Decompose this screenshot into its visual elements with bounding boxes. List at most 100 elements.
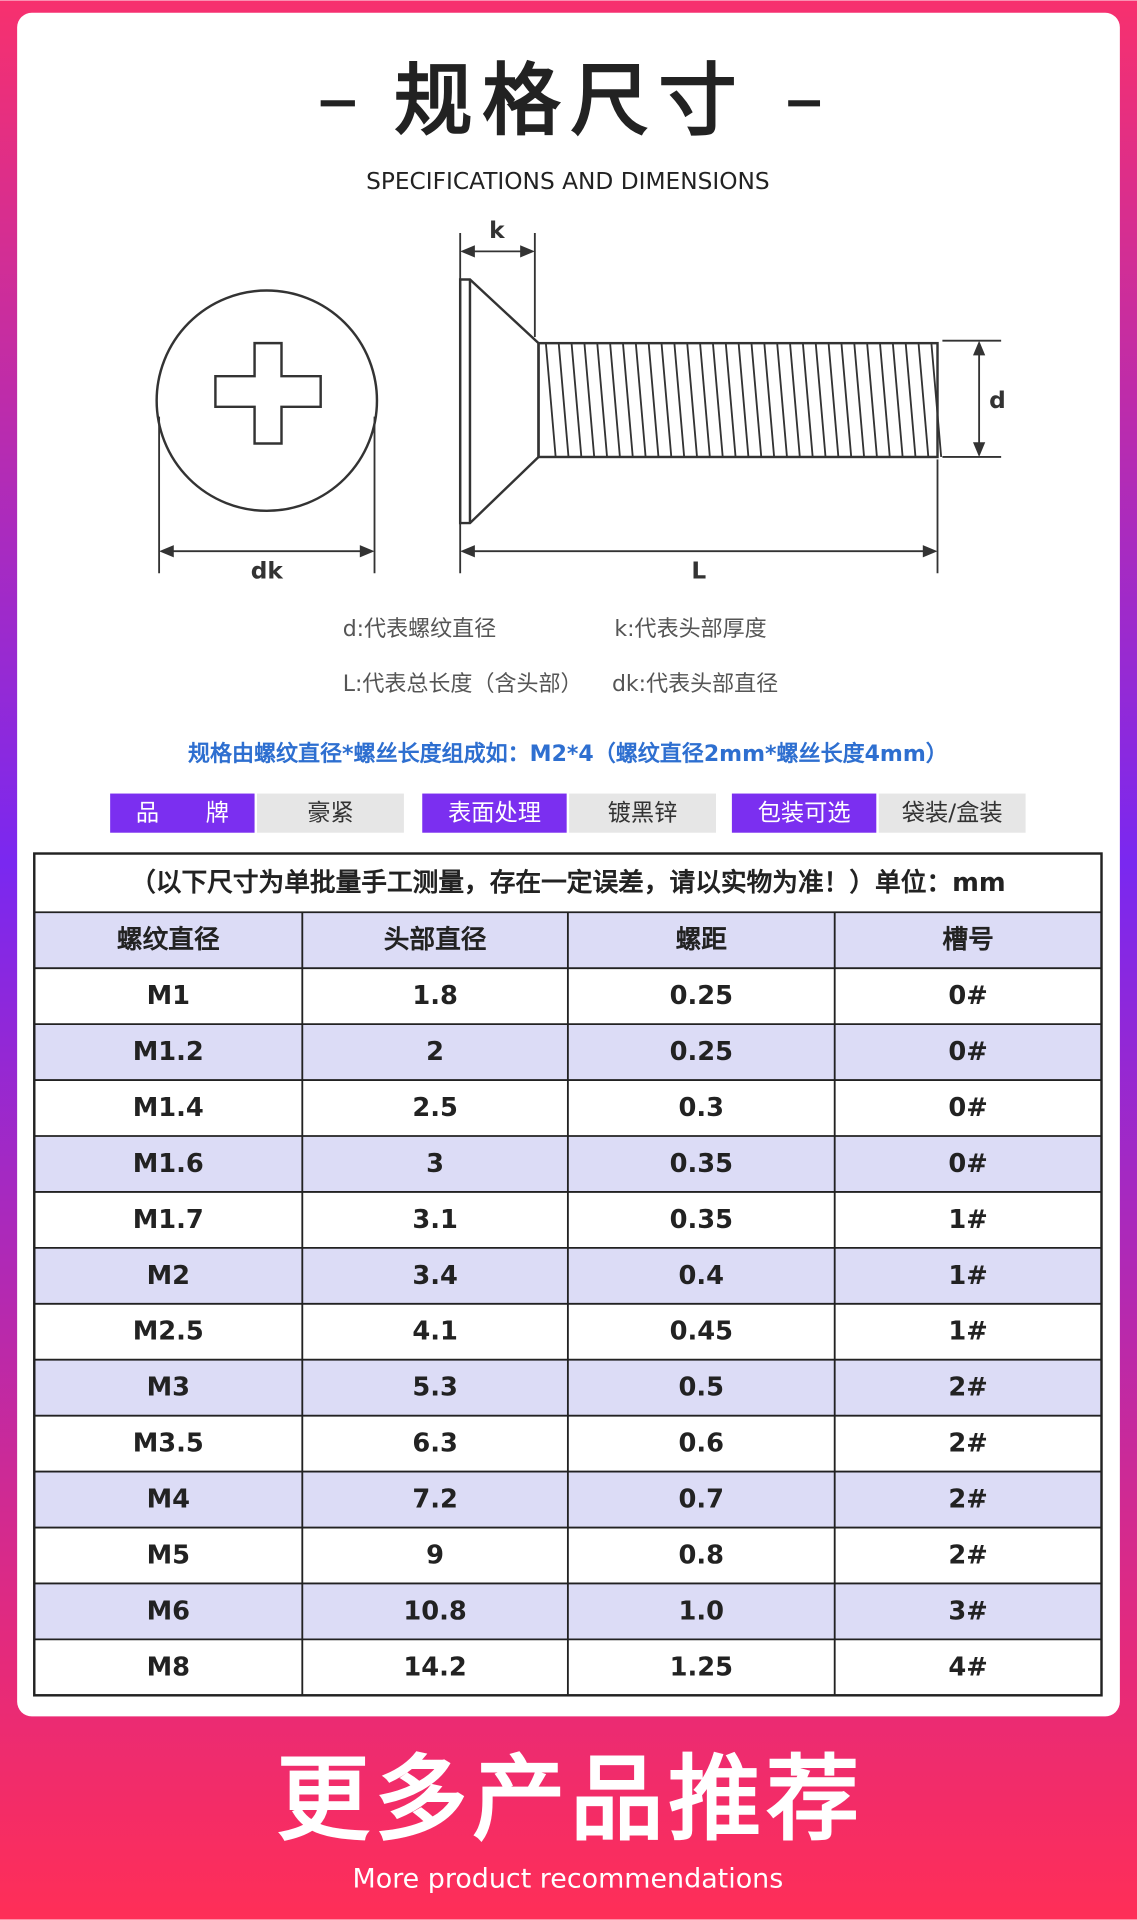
table-cell: 3.1 [412,1205,458,1235]
arrow [359,545,375,558]
table-cell: 0.6 [679,1429,725,1459]
table-cell: M1.6 [133,1149,204,1179]
dim-label: d [989,387,1006,414]
thread-line [763,343,776,458]
table-cell: 2# [948,1485,987,1515]
thread-line [737,343,750,458]
thread-line [930,343,943,458]
table-cell: M3 [147,1373,190,1403]
table-cell: M3.5 [133,1429,204,1459]
legend-item: dk:代表头部直径 [612,672,778,697]
subtitle: SPECIFICATIONS AND DIMENSIONS [366,168,770,195]
attribute-label: 表面处理 [448,800,541,827]
thread-line [647,343,660,458]
table-cell: M1.7 [133,1205,204,1235]
thread-line [622,343,634,458]
thread-line [544,343,557,458]
table-cell: 0# [948,1037,987,1067]
table-cell: 0# [948,981,987,1011]
column-header: 螺距 [676,925,728,955]
thread-line [596,343,608,458]
attribute-label-box [110,793,255,833]
thread-line [776,343,788,458]
arrow [520,245,535,258]
table-cell: 1# [948,1205,987,1235]
attribute-label: 包装可选 [758,800,851,827]
table-cell: 0.3 [679,1093,725,1123]
dim-label: L [691,557,706,584]
table-cell: 2# [948,1429,987,1459]
legend-item: L:代表总长度（含头部） [343,672,583,697]
thread-line [801,343,814,458]
thread-line [699,343,711,458]
attribute-value-box [878,793,1026,833]
thread-line [904,343,917,458]
table-cell: 0.45 [670,1317,733,1347]
table-cell: M1.2 [133,1037,204,1067]
thread-line [570,343,583,458]
thread-line [673,343,686,458]
attribute-value: 袋装/盒装 [902,800,1003,827]
table-cell: M2 [147,1261,190,1291]
attributes: 品 牌 豪紧 表面处理 镀黑锌 包装可选 袋装/盒装 [110,793,1026,833]
column-header: 螺纹直径 [117,925,220,955]
thread-line [609,343,621,458]
thread-line [634,343,647,458]
table-cell: 1# [948,1261,987,1291]
table-cell: 6.3 [412,1429,458,1459]
table-cell: 1.8 [412,981,458,1011]
thread-line [750,343,763,458]
table-cell: M2.5 [133,1317,204,1347]
table-cell: 4.1 [412,1317,458,1347]
table-cell: 0.25 [670,981,733,1011]
table-cell: 0.7 [679,1485,725,1515]
table-border [33,852,1103,1697]
thread-line [660,343,673,458]
attribute-value-box [257,793,404,833]
table-cell: M5 [147,1540,190,1570]
table-cell: M6 [147,1596,190,1626]
table-cell: 2# [948,1373,987,1403]
table-cell: 0# [948,1149,987,1179]
table-cell: 2# [948,1540,987,1570]
arrow [460,545,475,558]
arrow [972,340,986,356]
thread-line [853,343,865,458]
screw-diagram [155,233,1002,574]
column-header: 头部直径 [384,925,487,955]
table-cell: 10.8 [403,1596,466,1626]
table-cell: 5.3 [412,1373,458,1403]
arrow [460,245,475,258]
attribute-value-box [569,793,716,833]
table-cell: M8 [147,1652,190,1682]
arrow [922,545,938,558]
table-cell: M4 [147,1485,190,1515]
table-cell: 2 [426,1037,444,1067]
dim-label: k [489,217,505,244]
table-cell: 0# [948,1093,987,1123]
legend-item: d:代表螺纹直径 [343,617,497,642]
table-cell: 2.5 [412,1093,458,1123]
thread-line [840,343,853,458]
table-cell: 9 [426,1540,444,1570]
thread-line [917,343,930,458]
attribute-label-box [422,793,567,833]
table-cell: 0.25 [670,1037,733,1067]
attribute-value: 豪紧 [307,800,354,827]
footer-subtitle: More product recommendations [353,1864,784,1895]
table-cell: 0.8 [679,1540,725,1570]
thread-line [583,343,596,458]
note: 规格由螺纹直径*螺丝长度组成如：M2*4（螺纹直径2mm*螺丝长度4mm） [188,741,948,767]
attribute-value: 镀黑锌 [608,800,678,827]
title: 规格尺寸 [394,55,746,146]
table-cell: 4# [948,1652,987,1682]
thread-line [879,343,891,458]
thread-line [827,343,840,458]
table-cell: 1.0 [679,1596,725,1626]
screw-head-top [155,289,379,513]
table-cell: 14.2 [403,1652,466,1682]
thread-line [866,343,878,458]
cross-slot [214,341,322,445]
table-cell: 3 [426,1149,444,1179]
